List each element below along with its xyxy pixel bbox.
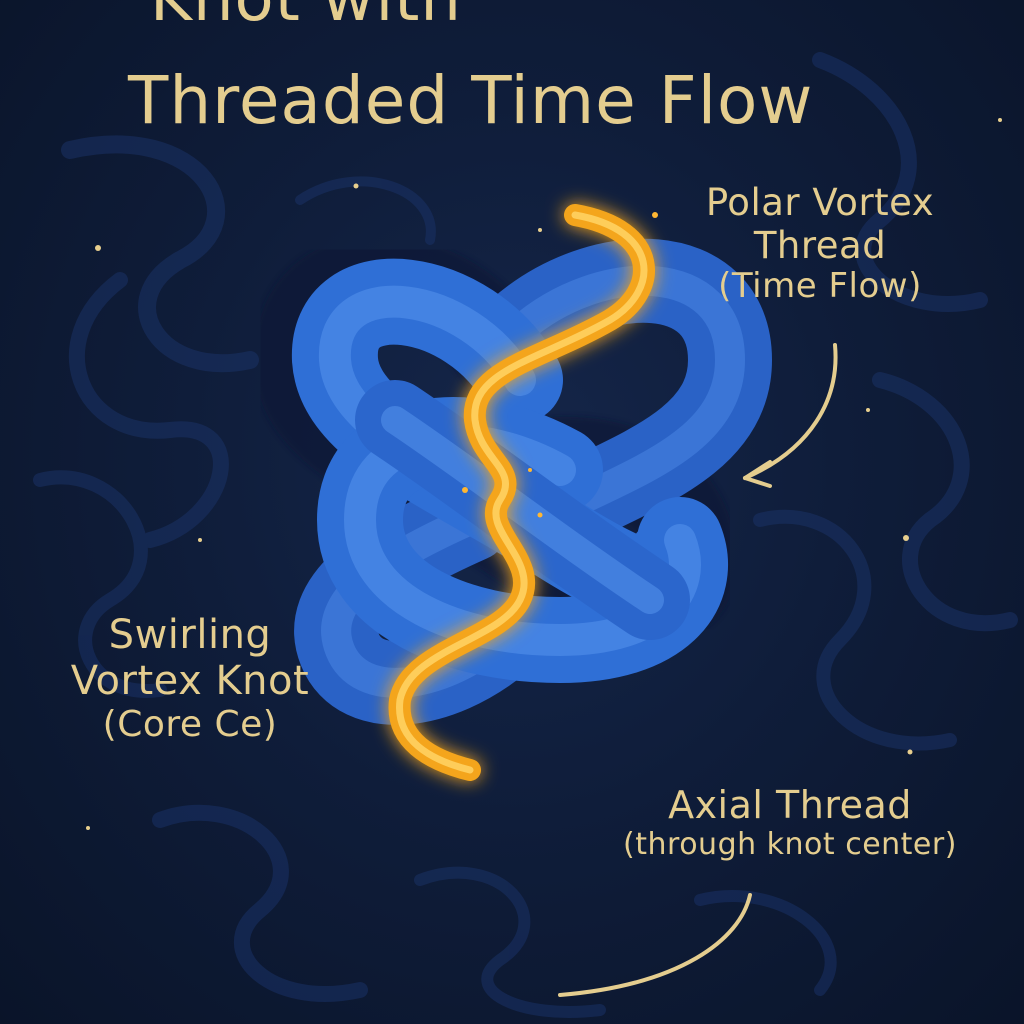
- center-sparks: [462, 212, 658, 518]
- title-line-1: Knot with: [150, 0, 462, 36]
- polar-label-line1: Polar Vortex: [705, 181, 935, 224]
- swirling-knot-label: Swirling Vortex Knot (Core Ce): [45, 612, 335, 745]
- polar-label-line2: Thread: [753, 223, 887, 267]
- polar-label-line3: (Time Flow): [718, 266, 922, 307]
- axial-label-line2: (through knot center): [623, 826, 957, 862]
- axial-label-line1: Axial Thread: [668, 783, 912, 827]
- axial-pointer-line: [558, 893, 752, 997]
- star-specks: [86, 118, 1002, 830]
- background-swirls: [33, 52, 1018, 1018]
- swirl-label-line1: Swirling: [108, 612, 272, 658]
- time-flow-thread: [388, 204, 655, 781]
- polar-thread-label: Polar Vortex Thread (Time Flow): [685, 181, 955, 307]
- title-line-2: Threaded Time Flow: [128, 62, 814, 139]
- axial-thread-label: Axial Thread (through knot center): [605, 783, 975, 862]
- polar-pointer-arrow: [743, 343, 838, 488]
- vortex-knot: [254, 235, 772, 725]
- swirl-label-line3: (Core Ce): [102, 704, 278, 745]
- swirl-label-line2: Vortex Knot: [70, 658, 310, 704]
